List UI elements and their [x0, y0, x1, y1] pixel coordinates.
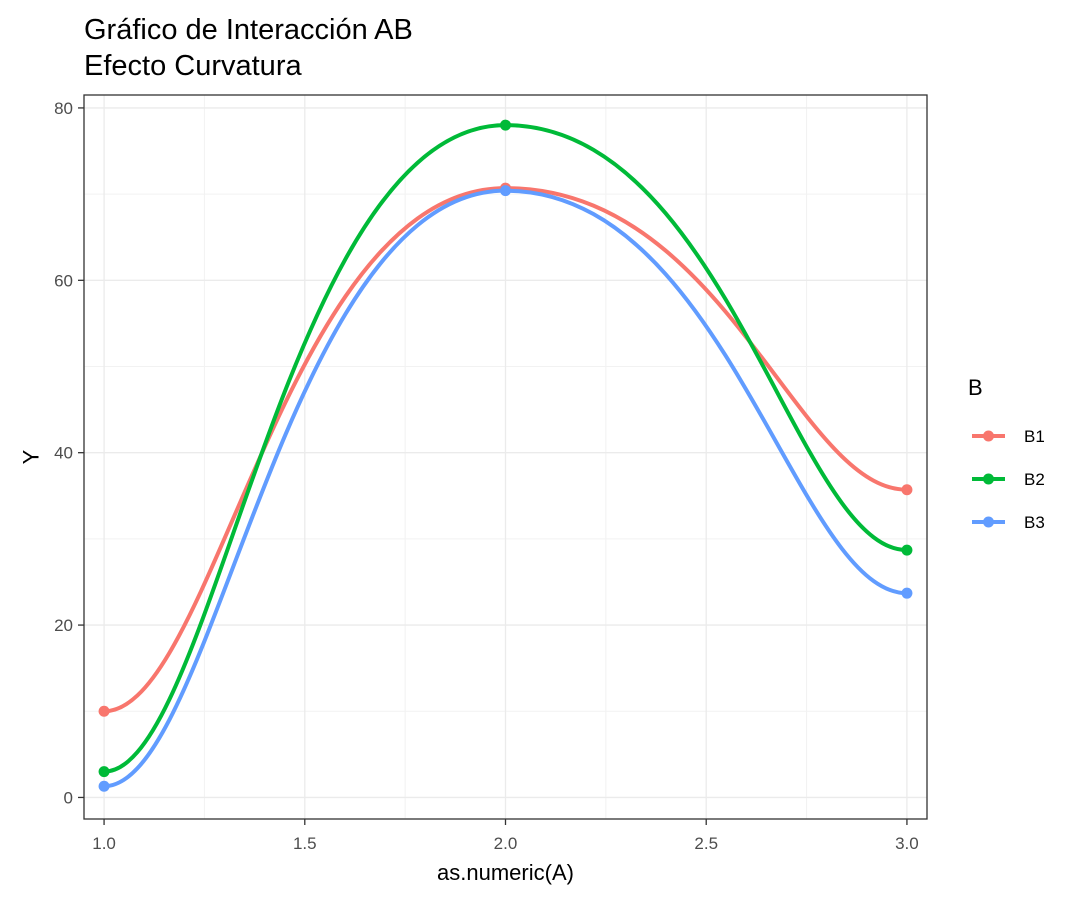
legend-key-point-B3 [983, 516, 994, 528]
chart-title: Gráfico de Interacción AB [84, 14, 413, 46]
x-tick-label: 2.5 [694, 834, 718, 853]
grid-major [84, 95, 927, 819]
x-tick-label: 1.0 [92, 834, 116, 853]
legend: B B1 B2 B3 [968, 375, 1045, 532]
data-point-B2 [98, 766, 110, 778]
data-point-B3 [98, 780, 110, 792]
series-lines [102, 123, 909, 789]
legend-title: B [968, 375, 983, 400]
x-axis-title: as.numeric(A) [437, 860, 574, 885]
x-tick-label: 2.0 [494, 834, 518, 853]
series-points [98, 119, 913, 792]
x-tick-label: 1.5 [293, 834, 317, 853]
y-tick-label: 0 [64, 788, 73, 807]
y-tick-label: 80 [54, 99, 73, 118]
legend-key-point-B2 [983, 473, 994, 485]
series-line-B1 [102, 186, 909, 714]
x-tick-label: 3.0 [895, 834, 919, 853]
data-point-B2 [500, 119, 511, 131]
y-axis-ticks: 0 20 40 60 80 [54, 99, 84, 807]
y-tick-label: 20 [54, 616, 73, 635]
legend-label-B3: B3 [1024, 513, 1045, 532]
legend-label-B2: B2 [1024, 470, 1045, 489]
series-line-B3 [102, 188, 909, 789]
x-axis-ticks: 1.0 1.5 2.0 2.5 3.0 [92, 819, 919, 853]
data-point-B3 [500, 185, 511, 197]
data-point-B2 [901, 544, 913, 556]
legend-key-point-B1 [983, 430, 994, 442]
y-tick-label: 60 [54, 271, 73, 290]
legend-items: B1 B2 B3 [972, 427, 1045, 532]
legend-label-B1: B1 [1024, 427, 1045, 446]
data-point-B1 [901, 484, 913, 496]
y-axis-title: Y [19, 449, 44, 464]
data-point-B3 [901, 587, 913, 599]
y-tick-label: 40 [54, 444, 73, 463]
chart-subtitle: Efecto Curvatura [84, 50, 302, 82]
data-point-B1 [98, 705, 110, 717]
series-line-B2 [102, 123, 909, 774]
